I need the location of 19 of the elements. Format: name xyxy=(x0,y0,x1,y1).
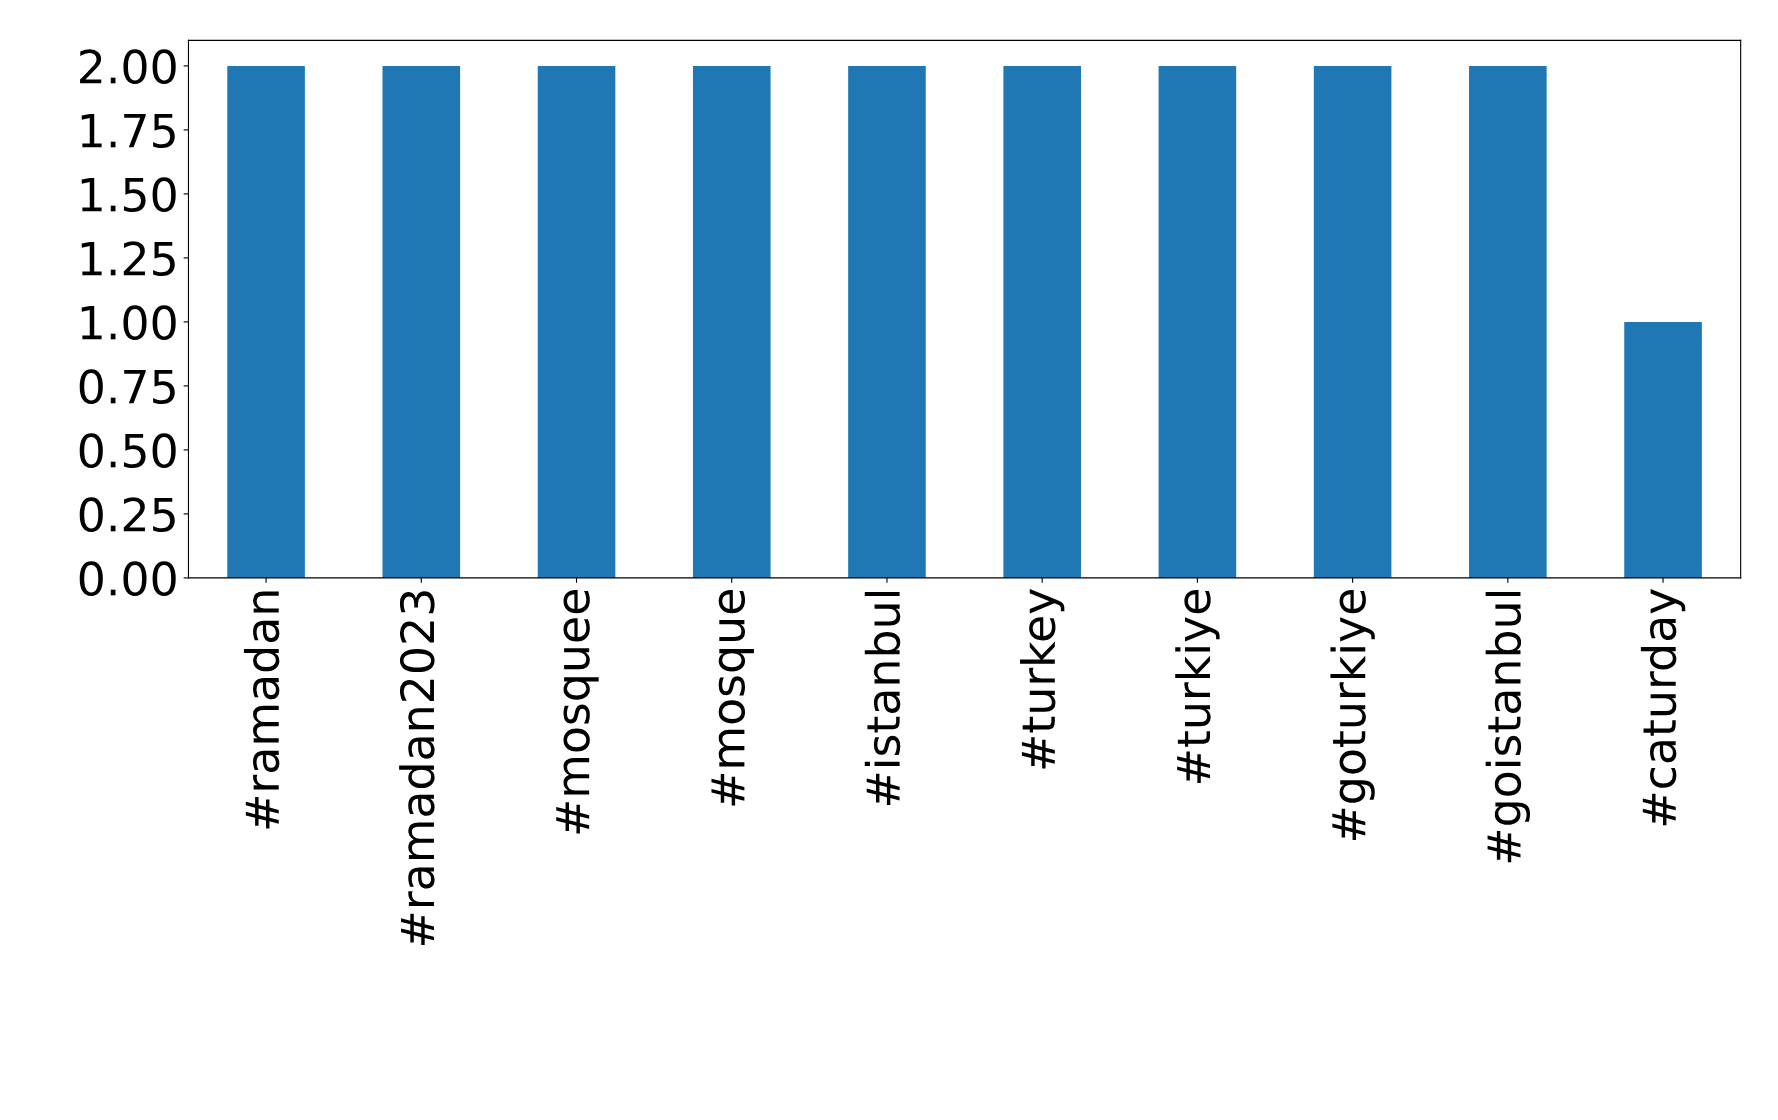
x-tick-label: #ramadan xyxy=(243,591,280,829)
y-tick-label: 1.75 xyxy=(81,113,175,148)
x-tick-label: #istanbul xyxy=(864,591,901,806)
y-tick-label: 1.25 xyxy=(81,241,175,276)
y-tick-label: 1.00 xyxy=(81,305,176,340)
y-tick-label: 2.00 xyxy=(80,49,176,84)
x-tick-label: #mosque xyxy=(711,590,754,806)
y-tick-label: 0.50 xyxy=(79,433,176,468)
x-tick-label: #mosquee xyxy=(556,590,599,834)
x-tick-label: #goturkiye xyxy=(1330,590,1375,841)
x-tick-label: #ramadan2023 xyxy=(399,591,435,946)
x-tick-label: #goistanbul xyxy=(1485,591,1531,863)
y-tick-label: 0.00 xyxy=(79,561,176,596)
x-tick-label: #turkey xyxy=(1020,589,1065,769)
x-tick-label: #caturday xyxy=(1640,589,1686,826)
y-tick-label: 0.25 xyxy=(79,497,175,532)
y-tick-label: 1.50 xyxy=(81,177,176,212)
y-tick-label: 0.75 xyxy=(79,369,175,404)
x-tick-label: #turkiye xyxy=(1175,590,1220,783)
